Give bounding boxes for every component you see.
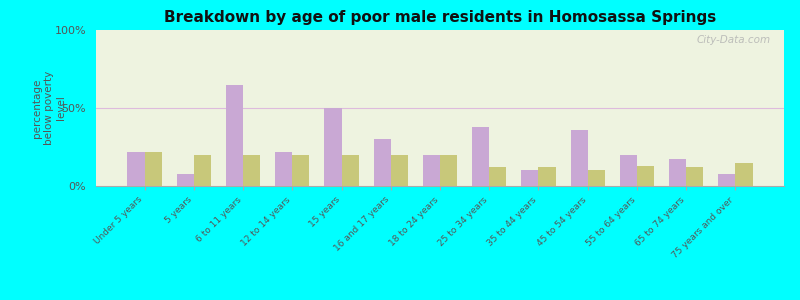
Bar [226, 85, 243, 186]
Bar [422, 155, 440, 186]
Bar [637, 166, 654, 186]
Bar [342, 155, 358, 186]
Bar [194, 155, 211, 186]
Bar [440, 155, 458, 186]
Bar [522, 170, 538, 186]
Bar [570, 130, 588, 186]
Bar [127, 152, 145, 186]
Bar [669, 160, 686, 186]
Bar [620, 155, 637, 186]
Bar [292, 155, 310, 186]
Bar [538, 167, 556, 186]
Bar [374, 139, 390, 186]
Bar [275, 152, 292, 186]
Title: Breakdown by age of poor male residents in Homosassa Springs: Breakdown by age of poor male residents … [164, 10, 716, 25]
Bar [243, 155, 260, 186]
Bar [686, 167, 703, 186]
Bar [324, 108, 342, 186]
Bar [490, 167, 506, 186]
Bar [177, 173, 194, 186]
Text: City-Data.com: City-Data.com [696, 35, 770, 45]
Bar [588, 170, 605, 186]
Bar [718, 173, 735, 186]
Bar [735, 163, 753, 186]
Bar [472, 127, 490, 186]
Bar [390, 155, 408, 186]
Y-axis label: percentage
below poverty
level: percentage below poverty level [33, 71, 66, 145]
Bar [145, 152, 162, 186]
